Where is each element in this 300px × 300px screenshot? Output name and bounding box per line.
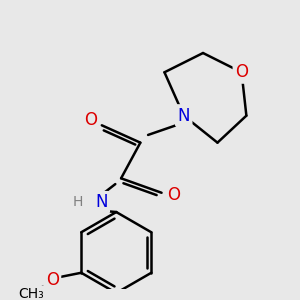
Text: N: N [95, 194, 108, 211]
Text: O: O [46, 272, 59, 290]
Text: N: N [178, 107, 190, 125]
Text: H: H [72, 195, 82, 209]
Text: CH₃: CH₃ [18, 287, 44, 300]
Text: O: O [167, 186, 180, 204]
Text: O: O [84, 112, 97, 130]
Text: O: O [235, 63, 248, 81]
